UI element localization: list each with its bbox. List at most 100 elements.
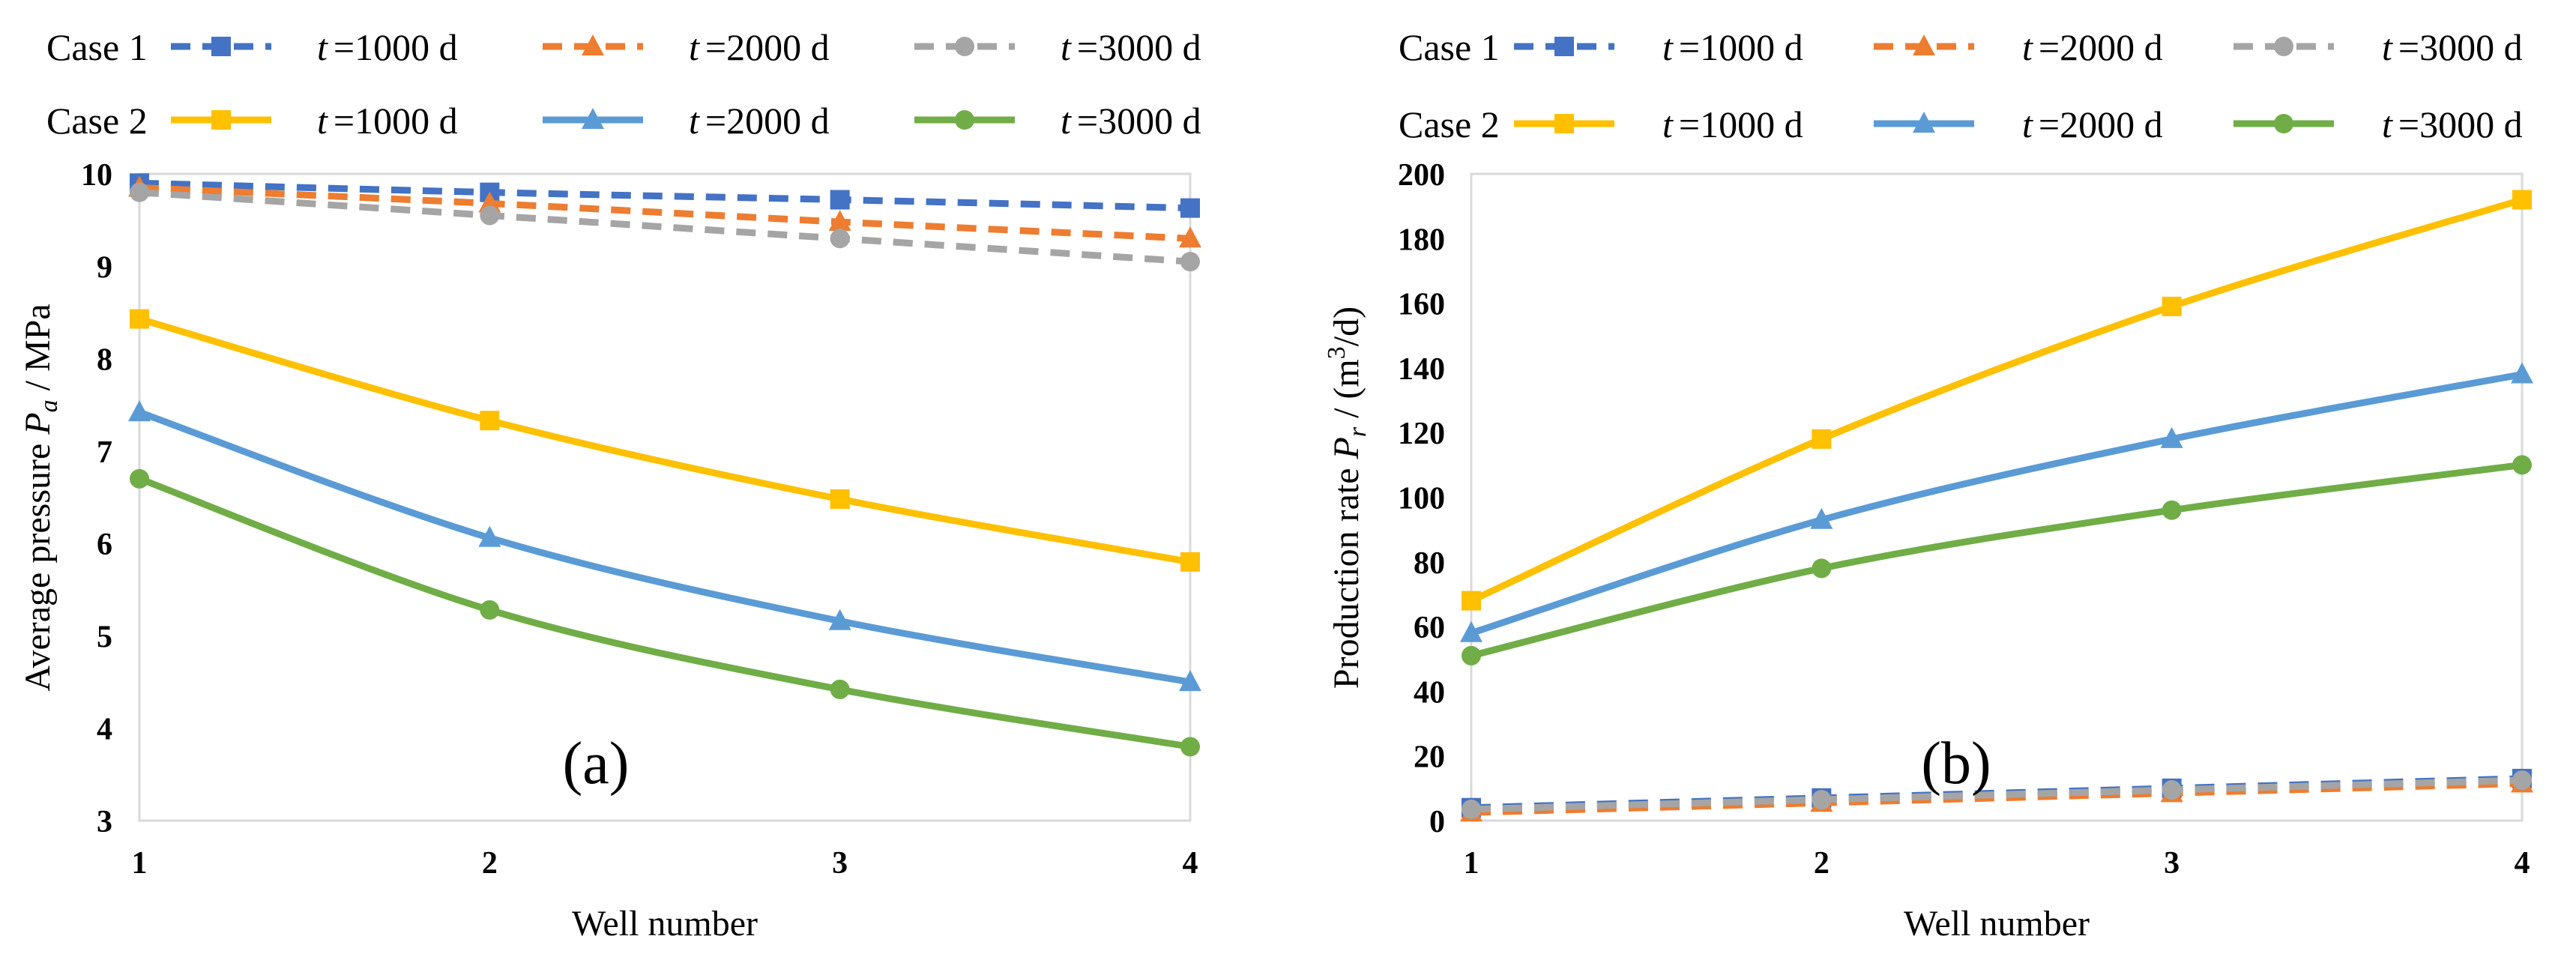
y-tick-label: 60 (1414, 611, 1445, 645)
y-tick-label: 140 (1398, 352, 1445, 387)
series-1-1 (1460, 771, 2533, 822)
legend-label: t =1000 d (317, 26, 458, 68)
series-2-2 (130, 468, 1200, 757)
y-tick-label: 9 (97, 250, 112, 285)
panel-label: (b) (1921, 731, 1991, 797)
legend-time-value: =3000 d (1077, 100, 1201, 142)
series-line (138, 408, 1191, 686)
data-point (2162, 780, 2182, 800)
legend-time-symbol: t (2022, 26, 2033, 68)
legend-time-symbol: t (1662, 26, 1674, 68)
y-tick-label: 200 (1398, 158, 1445, 193)
data-point (830, 489, 850, 509)
data-point (1812, 558, 1832, 579)
panel-label: (a) (563, 731, 630, 797)
y-tick-label: 5 (97, 620, 112, 654)
data-point (480, 205, 500, 226)
legend-time-value: =2000 d (705, 100, 830, 142)
legend-time-symbol: t (317, 100, 328, 142)
plot-area-border (1470, 172, 2524, 822)
legend-item: t =3000 d (2233, 103, 2523, 145)
legend-item: t =2000 d (1874, 103, 2163, 145)
legend-time-value: =1000 d (1679, 103, 1803, 145)
legend-label: t =1000 d (1662, 26, 1803, 68)
y-tick-label: 100 (1398, 482, 1445, 516)
series-1-2 (130, 182, 1200, 272)
series-line (139, 179, 1191, 212)
data-point (130, 468, 149, 489)
legend-case-label: Case 2 (1399, 103, 1500, 145)
legend-item: t =3000 d (2233, 26, 2523, 68)
series-line (138, 475, 1191, 750)
legend-item: t =1000 d (1514, 103, 1803, 145)
data-point (1180, 252, 1200, 272)
chart-panel-a: 1 2 3 4 3 4 5 6 7 8 9 10 Well number Average pressure… (18, 26, 1201, 944)
y-tick-label: 180 (1398, 223, 1445, 257)
data-point (1180, 198, 1200, 218)
series-2-0 (1462, 190, 2532, 611)
data-point (130, 182, 149, 202)
data-point (1462, 591, 1481, 611)
data-point (478, 191, 501, 213)
series-2-1 (128, 400, 1201, 692)
y-axis-units: / MPa (18, 304, 58, 399)
series-line (1470, 371, 2523, 637)
data-point (2512, 455, 2532, 475)
legend-case-label: Case 2 (46, 100, 148, 142)
x-tick-label: 3 (2164, 846, 2180, 881)
y-axis-superscript: 3 (1323, 346, 1351, 359)
y-axis-title-text: Average pressure (18, 435, 58, 692)
series-1-0 (130, 173, 1200, 218)
legend-time-symbol: t (1662, 103, 1674, 145)
data-point (480, 600, 500, 620)
legend-time-symbol: t (2022, 103, 2033, 145)
legend-time-symbol: t (689, 26, 700, 68)
legend-label: t =3000 d (2382, 103, 2523, 145)
legend-label: t =3000 d (1061, 100, 1201, 142)
data-point (1179, 226, 1201, 248)
data-point (1180, 737, 1200, 757)
legend-marker (2274, 37, 2293, 56)
legend-time-value: =2000 d (705, 26, 830, 68)
y-tick-label: 0 (1429, 805, 1445, 839)
data-point (1180, 552, 1200, 572)
legend-item: t =1000 d (1514, 26, 1803, 68)
legend-label: t =3000 d (2382, 26, 2523, 68)
data-point (2512, 190, 2532, 210)
legend-marker (582, 108, 604, 129)
legend-time-value: =1000 d (1679, 26, 1803, 68)
x-axis-title: Well number (1904, 904, 2090, 944)
data-point (2511, 362, 2533, 384)
data-point (128, 400, 151, 422)
legend-time-value: =2000 d (2039, 26, 2163, 68)
y-axis-title: Average pressure Pa / MPa (18, 304, 63, 691)
legend-time-symbol: t (2382, 103, 2393, 145)
legend-case-label: Case 1 (1399, 26, 1500, 68)
y-tick-label: 3 (97, 805, 112, 839)
legend-time-symbol: t (317, 26, 328, 68)
data-point (2512, 770, 2532, 791)
x-tick-label: 1 (132, 846, 148, 881)
legend-label: t =1000 d (1662, 103, 1803, 145)
data-point (480, 411, 500, 431)
legend-item: t =2000 d (1874, 26, 2163, 68)
y-tick-label: 80 (1414, 546, 1445, 581)
series-1-0 (1462, 768, 2532, 818)
legend-time-symbol: t (1061, 26, 1072, 68)
y-axis-subscript: a (35, 399, 63, 412)
data-point (828, 210, 851, 232)
data-point (1462, 645, 1481, 665)
y-tick-label: 8 (97, 343, 112, 378)
x-tick-label: 4 (1183, 846, 1198, 881)
legend-time-value: =1000 d (334, 100, 458, 142)
y-tick-label: 20 (1414, 740, 1445, 775)
data-point (1812, 789, 1832, 809)
legend-marker (582, 34, 604, 55)
legend-label: t =2000 d (689, 26, 830, 68)
x-tick-label: 4 (2515, 846, 2530, 881)
legend-marker (1913, 112, 1935, 133)
x-tick-label: 2 (1814, 846, 1830, 881)
